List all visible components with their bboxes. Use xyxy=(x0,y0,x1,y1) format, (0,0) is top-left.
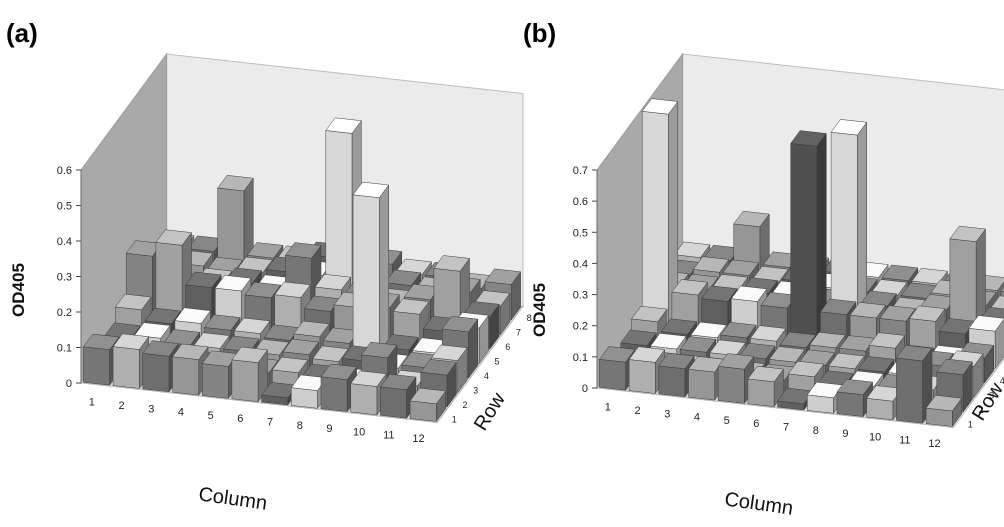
y-tick-label: 0.1 xyxy=(573,352,588,364)
y-axis-title: OD405 xyxy=(530,283,549,337)
column-tick-label: 11 xyxy=(383,430,394,442)
bar-front-face xyxy=(410,401,436,422)
bar-front-face xyxy=(926,408,952,426)
column-tick-label: 9 xyxy=(326,423,332,435)
y-tick-label: 0.3 xyxy=(57,272,72,284)
column-tick-label: 5 xyxy=(208,410,214,422)
x-axis-title: Column xyxy=(197,483,268,514)
y-tick-label: 0.2 xyxy=(57,307,72,319)
y-tick-label: 0.4 xyxy=(573,258,588,270)
row-tick-label: 1 xyxy=(968,419,973,429)
row-tick-label: 2 xyxy=(462,400,467,410)
x-axis-title: Column xyxy=(723,488,794,519)
y-tick-label: 0.2 xyxy=(573,321,588,333)
column-tick-label: 6 xyxy=(237,413,243,425)
bar-front-face xyxy=(380,387,406,418)
column-tick-label: 6 xyxy=(753,418,759,430)
bar-front-face xyxy=(83,347,109,385)
y-tick-label: 0.6 xyxy=(573,196,588,208)
bar-front-face xyxy=(321,377,347,412)
bar-front-face xyxy=(659,366,685,397)
bar-front-face xyxy=(173,357,199,395)
row-tick-label: 4 xyxy=(1000,376,1004,386)
column-tick-label: 8 xyxy=(813,425,819,437)
row-tick-label: 4 xyxy=(484,371,489,381)
bar-front-face xyxy=(837,392,863,417)
bar-front-face xyxy=(113,347,139,389)
column-tick-label: 12 xyxy=(928,438,940,450)
y-tick-label: 0.3 xyxy=(573,290,588,302)
column-tick-label: 10 xyxy=(353,426,365,438)
y-tick-label: 0 xyxy=(66,378,72,390)
bar-front-face xyxy=(791,143,817,348)
column-tick-label: 4 xyxy=(694,412,700,424)
bar-front-face xyxy=(353,195,379,368)
bar-front-face xyxy=(629,360,655,394)
column-tick-label: 11 xyxy=(899,435,910,447)
bar-front-face xyxy=(202,364,228,399)
panel-a-3d-bar-chart: 00.10.20.30.40.50.61 2 3 4 5 6 7 8 9 10 11 12123456… xyxy=(6,18,532,515)
column-tick-label: 4 xyxy=(178,407,184,419)
y-tick-label: 0.1 xyxy=(57,343,72,355)
bar-front-face xyxy=(232,360,258,402)
column-tick-label: 2 xyxy=(118,400,124,412)
column-tick-label: 3 xyxy=(664,408,670,420)
column-tick-label: 5 xyxy=(724,415,730,427)
column-tick-label: 2 xyxy=(634,405,640,417)
bar-front-face xyxy=(718,366,744,403)
column-tick-label: 8 xyxy=(297,420,303,432)
bar-front-face xyxy=(599,359,625,390)
bar-front-face xyxy=(896,358,922,423)
panel-label: (a) xyxy=(6,18,38,48)
row-tick-label: 5 xyxy=(495,356,500,366)
y-tick-label: 0.6 xyxy=(57,165,72,177)
bar-side-face xyxy=(379,185,388,368)
row-tick-label: 1 xyxy=(452,414,457,424)
column-tick-label: 7 xyxy=(267,416,273,428)
y-tick-label: 0.7 xyxy=(573,165,588,177)
row-tick-label: 7 xyxy=(516,327,521,337)
y-tick-label: 0 xyxy=(582,383,588,395)
bar-front-face xyxy=(143,353,169,391)
y-tick-label: 0.5 xyxy=(57,201,72,213)
row-tick-label: 3 xyxy=(473,385,478,395)
bar xyxy=(232,347,268,402)
bar-front-face xyxy=(351,384,377,415)
bar-front-face xyxy=(689,369,715,400)
bar xyxy=(353,182,389,368)
panel-b-3d-bar-chart: 00.10.20.30.40.50.60.71 2 3 4 5 6 7 8 9 10 11 12123… xyxy=(523,18,1004,520)
column-tick-label: 9 xyxy=(842,428,848,440)
row-tick-label: 6 xyxy=(505,342,510,352)
y-tick-label: 0.4 xyxy=(57,236,72,248)
y-tick-label: 0.5 xyxy=(573,227,588,239)
column-tick-label: 7 xyxy=(783,421,789,433)
bar-front-face xyxy=(807,395,833,413)
column-tick-label: 1 xyxy=(89,397,95,409)
column-tick-label: 12 xyxy=(412,433,424,445)
y-axis-title: OD405 xyxy=(9,263,28,317)
column-tick-label: 3 xyxy=(148,403,154,415)
column-tick-label: 1 xyxy=(605,402,611,414)
bar-front-face xyxy=(642,111,668,332)
column-tick-label: 10 xyxy=(869,431,881,443)
bar-front-face xyxy=(291,388,317,409)
row-axis-title: Row xyxy=(470,389,510,435)
bar-front-face xyxy=(867,398,893,420)
bar-front-face xyxy=(748,379,774,407)
panel-label: (b) xyxy=(523,18,556,48)
